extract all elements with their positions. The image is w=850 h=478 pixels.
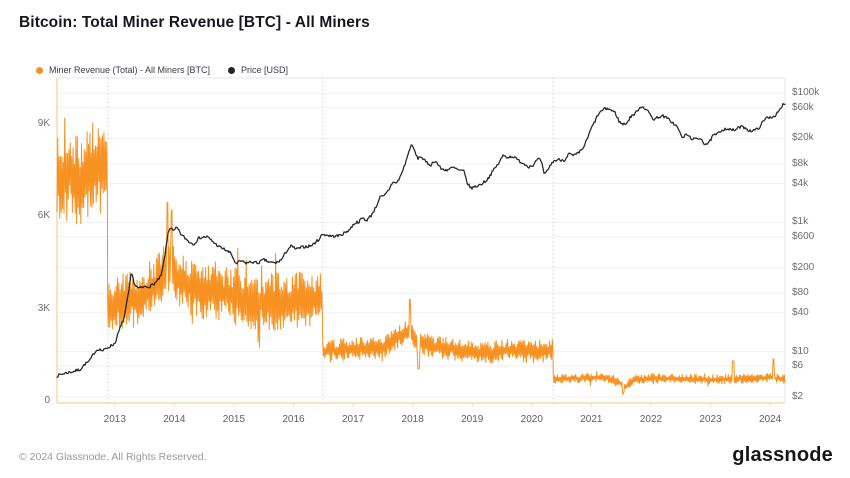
right-axis-tick-40: $40 [792,306,809,318]
glassnode-logo: glassnode [732,444,833,466]
price-dot-icon [228,66,236,74]
legend-item-price[interactable]: Price [USD] [228,65,288,75]
right-axis-tick-6: $6 [792,359,804,371]
x-axis-year-2016: 2016 [282,414,305,425]
x-axis-year-2021: 2021 [580,414,603,425]
left-axis-tick-9K: 9K [37,118,50,129]
x-axis-year-2022: 2022 [639,414,663,425]
left-axis-tick-6K: 6K [37,210,50,222]
x-axis-year-2017: 2017 [341,414,365,425]
right-axis-tick-200: $200 [792,261,815,273]
right-axis-tick-600: $600 [792,230,815,242]
right-axis-tick-4k: $4k [792,177,809,189]
copyright-text: © 2024 Glassnode. All Rights Reserved. [19,451,207,463]
x-axis-year-2015: 2015 [222,414,246,425]
right-axis-tick-1k: $1k [792,216,809,228]
legend-price-label: Price [USD] [241,65,289,75]
x-axis-year-2018: 2018 [401,414,424,425]
right-axis-tick-8k: $8k [792,158,809,170]
x-axis-year-2023: 2023 [699,414,722,425]
right-axis-tick-2: $2 [792,390,804,402]
right-axis-tick-60k: $60k [792,101,814,113]
x-axis-year-2020: 2020 [520,414,543,425]
chart-legend: Miner Revenue (Total) - All Miners [BTC]… [36,65,288,75]
right-axis-tick-100k: $100k [792,87,820,99]
x-axis-year-2019: 2019 [461,414,484,425]
legend-miner-revenue-label: Miner Revenue (Total) - All Miners [BTC] [49,65,211,75]
right-axis-tick-10: $10 [792,345,809,357]
left-axis-tick-0: 0 [44,395,50,406]
left-axis-tick-3K: 3K [37,302,50,314]
x-axis-year-2014: 2014 [163,414,186,425]
x-axis-year-2013: 2013 [103,414,126,425]
legend-item-miner-revenue[interactable]: Miner Revenue (Total) - All Miners [BTC] [36,65,210,75]
right-axis-tick-20k: $20k [792,132,814,144]
x-axis-year-2024: 2024 [758,414,782,425]
miner-revenue-dot-icon [36,66,43,74]
page-title: Bitcoin: Total Miner Revenue [BTC] - All… [19,14,370,31]
right-axis-tick-80: $80 [792,287,809,299]
